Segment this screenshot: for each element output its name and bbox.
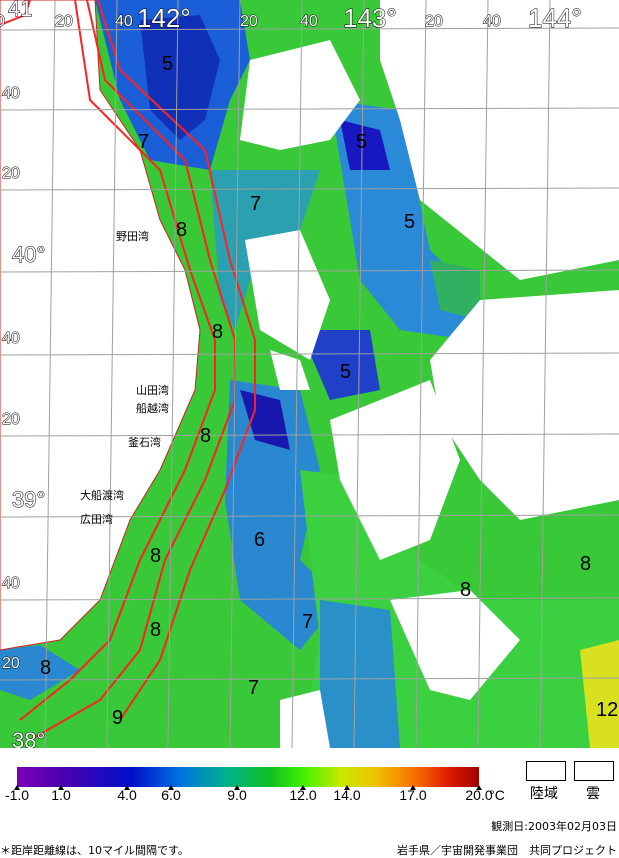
place-names: 野田湾 山田湾 船越湾 釜石湾 大船渡湾 広田湾 [80, 229, 169, 526]
scale-tick-label: -1.0 [4, 787, 30, 803]
temperature-color-scale [17, 767, 479, 787]
lon-label: 142° [137, 3, 191, 33]
land-area [0, 0, 201, 651]
scale-tick-mark [124, 785, 130, 790]
contour-labels: 5 7 8 5 5 7 8 5 8 6 8 8 7 8 8 8 9 7 12 [40, 53, 618, 729]
scale-tick-mark [300, 785, 306, 790]
lat-label: 39° [12, 487, 45, 512]
lat-label: 41 [8, 0, 32, 21]
lat-label: 40 [2, 85, 20, 102]
contour-label: 5 [356, 131, 367, 153]
distance-line-note: ＊距岸距離線は、10マイル間隔です。 [0, 844, 189, 857]
observation-date: 観測日:2003年02月03日 [491, 820, 617, 833]
scale-tick-label: 4.0 [117, 787, 137, 803]
land-label: 陸域 [530, 786, 558, 802]
scale-tick-mark [410, 785, 416, 790]
contour-label: 6 [254, 529, 265, 551]
scale-tick-mark [234, 785, 240, 790]
scale-tick-label: 20.0 [465, 787, 493, 803]
cloud-label: 雲 [586, 786, 600, 802]
scale-tick-mark [476, 785, 482, 790]
contour-label: 8 [580, 553, 591, 575]
contour-label: 8 [200, 425, 211, 447]
lat-label: 40 [2, 330, 20, 347]
lon-label: 20 [425, 13, 443, 30]
cloud-swatch [574, 761, 614, 781]
latitude-labels: 41 40 20 40° 40 20 39° 40 20 38° [2, 0, 46, 748]
contour-label: 9 [112, 707, 123, 729]
contour-label: 8 [40, 657, 51, 679]
scale-tick-mark [58, 785, 64, 790]
longitude-labels: 0 20 40 142° 20 40 143° 20 40 144° [0, 3, 582, 34]
contour-label: 8 [150, 619, 161, 641]
lon-label: 40 [115, 13, 133, 30]
contour-label: 8 [460, 579, 471, 601]
place-name: 大船渡湾 [80, 488, 124, 502]
scale-tick-mark [14, 785, 20, 790]
scale-tick-label: 1.0 [51, 787, 71, 803]
lat-label: 38° [12, 728, 45, 748]
lon-label: 144° [528, 3, 582, 33]
lat-label: 20 [2, 165, 20, 182]
lon-label: 20 [55, 13, 73, 30]
place-name: 広田湾 [80, 512, 113, 526]
lon-label: 40 [300, 13, 318, 30]
scale-tick-label: 12.0 [289, 787, 317, 803]
land-swatch [526, 761, 566, 781]
place-name: 釜石湾 [128, 435, 161, 449]
scale-tick-mark [344, 785, 350, 790]
scale-tick-mark [168, 785, 174, 790]
contour-label: 5 [340, 361, 351, 383]
contour-label: 8 [212, 321, 223, 343]
place-name: 船越湾 [136, 401, 169, 415]
credit: 岩手県／宇宙開発事業団 共同プロジェクト [397, 844, 617, 857]
cloud-areas [240, 0, 619, 748]
lon-label: 0 [0, 13, 5, 30]
lon-label: 40 [483, 13, 501, 30]
scale-tick-label: 17.0 [399, 787, 427, 803]
contour-label: 7 [138, 131, 149, 153]
unit-label: °C [489, 787, 505, 803]
contour-label: 7 [302, 611, 313, 633]
contour-label: 5 [162, 53, 173, 75]
sea-surface-temperature-map: 0 20 40 142° 20 40 143° 20 40 144° 41 40… [0, 0, 619, 748]
lat-label: 20 [2, 655, 20, 672]
contour-label: 12 [596, 699, 618, 721]
contour-label: 8 [150, 545, 161, 567]
scale-tick-label: 9.0 [227, 787, 247, 803]
scale-tick-label: 6.0 [161, 787, 181, 803]
lat-label: 20 [2, 411, 20, 428]
place-name: 山田湾 [136, 383, 169, 397]
scale-tick-label: 14.0 [333, 787, 361, 803]
lat-label: 40° [12, 242, 45, 267]
contour-label: 7 [248, 677, 259, 699]
lat-label: 40 [2, 575, 20, 592]
place-name: 野田湾 [116, 229, 149, 243]
lon-label: 143° [343, 3, 397, 33]
contour-label: 8 [176, 219, 187, 241]
contour-label: 5 [404, 211, 415, 233]
graticule [0, 0, 619, 748]
contour-label: 7 [250, 193, 261, 215]
lon-label: 20 [240, 13, 258, 30]
